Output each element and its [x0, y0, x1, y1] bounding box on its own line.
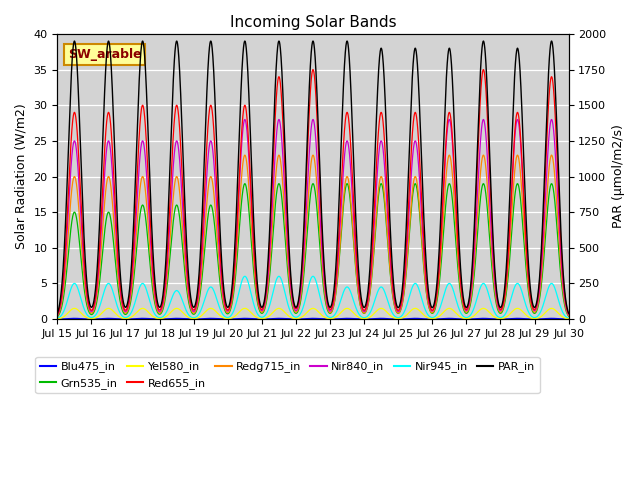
Title: Incoming Solar Bands: Incoming Solar Bands — [230, 15, 396, 30]
Text: SW_arable: SW_arable — [68, 48, 141, 61]
Y-axis label: Solar Radiation (W/m2): Solar Radiation (W/m2) — [15, 104, 28, 250]
Y-axis label: PAR (μmol/m2/s): PAR (μmol/m2/s) — [612, 125, 625, 228]
Legend: Blu475_in, Grn535_in, Yel580_in, Red655_in, Redg715_in, Nir840_in, Nir945_in, PA: Blu475_in, Grn535_in, Yel580_in, Red655_… — [35, 357, 540, 393]
